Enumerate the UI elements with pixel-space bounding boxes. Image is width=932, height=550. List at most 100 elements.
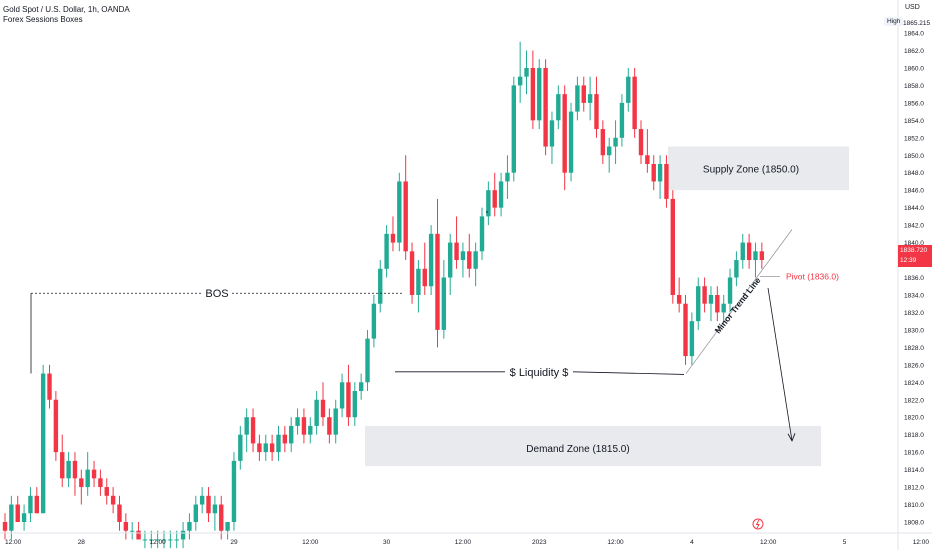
candle — [708, 286, 714, 322]
price-tick-label: 1828.0 — [904, 345, 924, 352]
candle — [746, 233, 752, 269]
candle — [517, 41, 523, 103]
candle-body — [244, 417, 249, 435]
candle — [390, 216, 396, 252]
candle — [314, 391, 319, 435]
candle — [257, 434, 262, 461]
candle-body — [511, 85, 516, 173]
candle — [110, 487, 116, 514]
candle — [295, 408, 300, 435]
symbol-title[interactable]: Gold Spot / U.S. Dollar, 1h, OANDA — [3, 5, 130, 14]
candle — [409, 242, 415, 304]
price-tick-label: 1840.0 — [904, 240, 924, 247]
candle — [498, 172, 504, 217]
candle — [320, 382, 326, 426]
candle-body — [696, 286, 701, 322]
candle — [448, 233, 453, 295]
indicator-label[interactable]: Forex Sessions Boxes — [3, 15, 83, 24]
candle — [397, 172, 402, 252]
price-tick-label: 1814.0 — [904, 467, 924, 474]
candle — [727, 268, 733, 313]
candle — [702, 277, 707, 313]
candle-body — [479, 216, 485, 252]
candle-body — [371, 303, 377, 339]
candle-body — [333, 408, 338, 435]
candle — [689, 312, 695, 365]
candle-body — [40, 373, 46, 514]
candle — [365, 329, 370, 392]
candle — [626, 67, 631, 112]
candle — [753, 242, 758, 278]
candle-body — [498, 181, 504, 208]
candle — [47, 364, 52, 409]
projection-arrow-line — [767, 287, 793, 441]
candle — [53, 391, 59, 461]
alert-icon[interactable] — [752, 518, 764, 530]
candle — [2, 513, 8, 540]
candle — [123, 513, 129, 540]
candle-body — [79, 478, 84, 488]
candle — [575, 76, 580, 121]
price-tick-label: 1836.0 — [904, 275, 924, 282]
candle — [193, 495, 198, 531]
candle — [174, 530, 179, 549]
candle — [556, 85, 561, 130]
candle — [301, 408, 307, 444]
candle — [327, 408, 332, 444]
price-tick-label: 1846.0 — [904, 188, 924, 195]
candle — [142, 530, 148, 549]
time-tick-label: 2023 — [532, 539, 547, 546]
time-axis[interactable]: 12:00 28 12:00 29 12:00 30 12:00 2023 12:00 4 12:0… — [5, 539, 932, 546]
candle — [486, 181, 491, 226]
price-axis[interactable]: 1864.0 1862.0 1860.0 1858.0 1856.0 1854.0 1852… — [903, 20, 930, 526]
candle — [715, 286, 720, 322]
candle — [263, 434, 268, 461]
price-tick-label: 1810.0 — [904, 502, 924, 509]
time-tick-label: 28 — [78, 539, 86, 546]
candle — [352, 382, 357, 426]
supply-zone — [668, 146, 849, 191]
candle-body — [473, 251, 478, 269]
candle — [149, 530, 154, 549]
candle-body — [708, 294, 714, 304]
candle-body — [98, 478, 103, 488]
candle — [759, 242, 765, 269]
candle — [117, 495, 122, 531]
time-tick-label: 12:00 — [455, 539, 472, 546]
candle — [473, 242, 478, 287]
time-tick-label: 12:00 — [760, 539, 777, 546]
high-label: High — [884, 17, 904, 26]
stray-dot — [486, 211, 488, 213]
candle-body — [199, 495, 205, 505]
candle-body — [28, 495, 33, 514]
candle — [403, 155, 408, 261]
price-tick-label: 1842.0 — [904, 223, 924, 230]
supply-zone-label: Supply Zone (1850.0) — [703, 164, 799, 175]
candle — [91, 460, 97, 488]
candle-body — [428, 233, 434, 287]
candle-body — [91, 469, 97, 479]
candle — [282, 425, 288, 453]
candle — [98, 469, 103, 496]
price-tick-label: 1848.0 — [904, 170, 924, 177]
candle — [676, 277, 682, 313]
candle — [638, 120, 644, 164]
candle-body — [358, 382, 364, 392]
candle-body — [746, 242, 752, 261]
candle-body — [505, 172, 510, 182]
candle-body — [327, 417, 332, 435]
candle-body — [295, 417, 300, 426]
price-tick-label: 1854.0 — [904, 118, 924, 125]
candle-body — [651, 163, 656, 182]
candle-body — [123, 522, 129, 531]
candle — [492, 172, 497, 217]
candle — [657, 155, 663, 199]
candle-body — [206, 495, 211, 514]
candle-body — [320, 399, 326, 418]
price-tick-label: 1812.0 — [904, 485, 924, 492]
bos-label: BOS — [205, 288, 228, 300]
candle-body — [225, 522, 230, 531]
candle-body — [187, 522, 192, 531]
candle-body — [276, 434, 281, 453]
